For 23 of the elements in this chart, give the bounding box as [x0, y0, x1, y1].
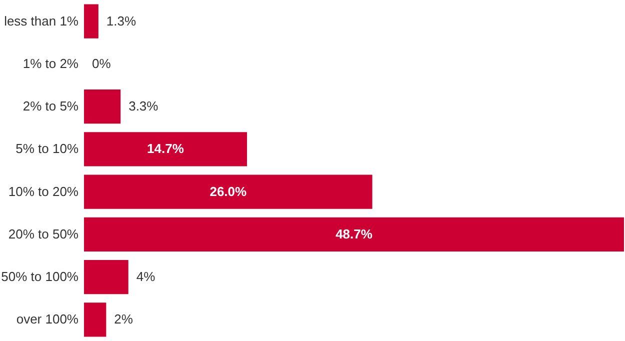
- bar: [84, 302, 106, 337]
- bar: [84, 174, 372, 209]
- y-tick-label: over 100%: [16, 312, 79, 327]
- bar: [84, 217, 624, 252]
- y-tick-label: less than 1%: [4, 13, 79, 28]
- data-label: 0%: [92, 56, 112, 71]
- y-tick-label: 10% to 20%: [8, 184, 79, 199]
- data-label: 4%: [136, 269, 156, 284]
- bar: [84, 4, 98, 38]
- bar: [84, 260, 128, 294]
- data-label: 1.3%: [106, 13, 136, 28]
- data-label: 26.0%: [210, 184, 248, 199]
- y-tick-label: 20% to 50%: [8, 226, 79, 242]
- y-tick-label: 5% to 10%: [16, 141, 79, 156]
- data-label: 14.7%: [147, 141, 184, 156]
- bar: [84, 132, 247, 166]
- y-tick-label: 50% to 100%: [1, 269, 79, 284]
- bar: [84, 90, 121, 124]
- y-tick-label: 1% to 2%: [22, 56, 79, 71]
- data-label: 2%: [114, 312, 134, 327]
- data-label: 48.7%: [336, 226, 373, 242]
- y-tick-label: 2% to 5%: [22, 98, 79, 114]
- data-label: 3.3%: [128, 98, 159, 114]
